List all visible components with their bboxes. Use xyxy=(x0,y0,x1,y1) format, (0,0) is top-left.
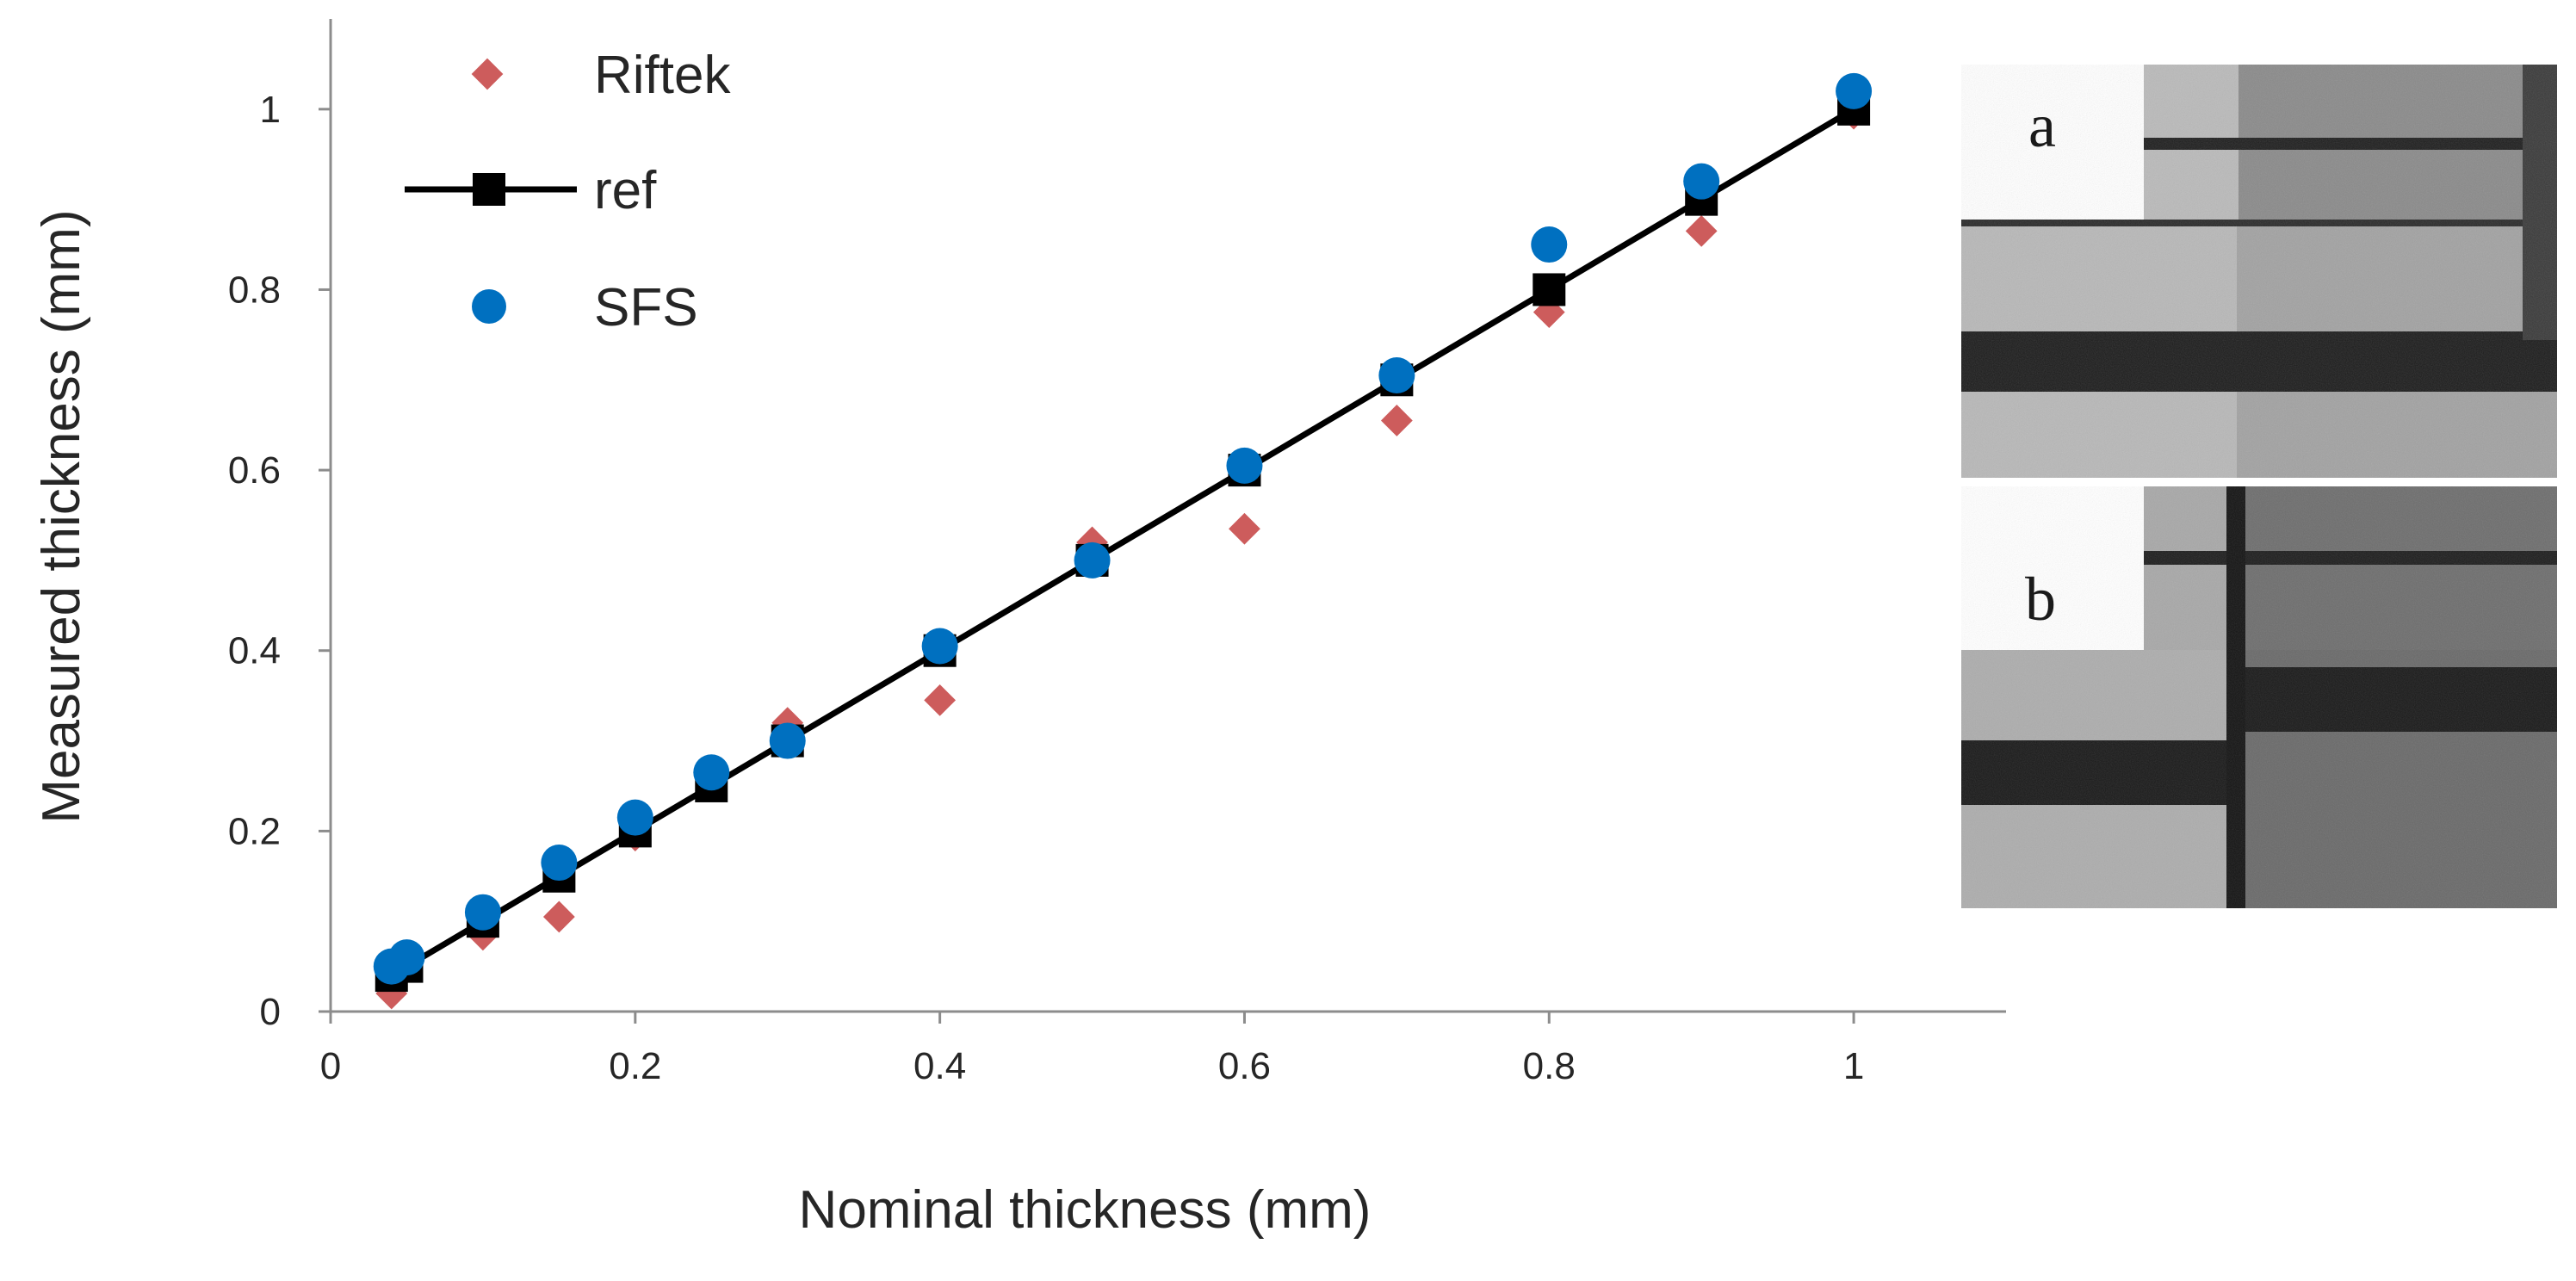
sfs-point xyxy=(693,754,730,791)
riftek-point xyxy=(1380,405,1413,436)
panel-a-label: a xyxy=(2028,91,2056,160)
legend-ref-marker xyxy=(473,173,505,206)
x-tick-label: 1 xyxy=(1843,1045,1864,1087)
sfs-point xyxy=(464,894,501,931)
sfs-point xyxy=(1531,226,1568,263)
sfs-point xyxy=(616,799,653,836)
y-tick-label: 0.4 xyxy=(228,630,281,672)
y-tick-label: 0.6 xyxy=(228,449,281,492)
riftek-point xyxy=(924,684,957,716)
y-ticks: 0 0.2 0.4 0.6 0.8 1 xyxy=(228,89,331,1033)
inset-photo-a: a xyxy=(1961,65,2557,478)
riftek-point xyxy=(542,900,575,933)
sfs-point xyxy=(1683,163,1720,200)
legend-sfs-marker xyxy=(472,289,506,324)
photo-b-texture xyxy=(1961,486,2557,908)
sfs-point xyxy=(1226,447,1263,484)
sfs-point xyxy=(921,628,958,665)
inset-photo-b: b xyxy=(1961,486,2557,908)
y-tick-label: 0 xyxy=(260,991,281,1033)
ref-series-line xyxy=(389,106,1855,979)
legend-entry-sfs: SFS xyxy=(472,278,698,337)
sfs-point xyxy=(769,722,806,759)
x-axis-title: Nominal thickness (mm) xyxy=(799,1180,1372,1240)
legend-riftek-marker xyxy=(471,58,504,90)
sfs-point xyxy=(1074,541,1111,579)
x-tick-label: 0.4 xyxy=(913,1045,966,1087)
x-tick-label: 0.8 xyxy=(1523,1045,1576,1087)
y-axis-title: Measured thickness (mm) xyxy=(32,209,91,823)
legend-sfs-label: SFS xyxy=(594,278,698,337)
riftek-point xyxy=(1685,214,1718,247)
legend-riftek-label: Riftek xyxy=(594,46,731,105)
sfs-point xyxy=(541,845,578,882)
sfs-point xyxy=(388,939,425,976)
x-ticks: 0 0.2 0.4 0.6 0.8 1 xyxy=(320,1012,1864,1087)
y-tick-label: 0.2 xyxy=(228,810,281,852)
legend-entry-ref: ref xyxy=(405,161,657,220)
photo-a-texture xyxy=(1961,65,2557,478)
sfs-point xyxy=(1378,357,1415,394)
legend: Riftek ref SFS xyxy=(405,46,731,337)
x-tick-label: 0.6 xyxy=(1218,1045,1271,1087)
legend-entry-riftek: Riftek xyxy=(471,46,731,105)
ref-point xyxy=(1533,273,1566,306)
riftek-point xyxy=(1229,512,1260,545)
plot-area xyxy=(373,72,1873,1010)
axes: 0 0.2 0.4 0.6 0.8 1 0 0.2 0.4 0.6 0.8 1 xyxy=(228,19,2006,1087)
x-tick-label: 0.2 xyxy=(609,1045,661,1087)
x-tick-label: 0 xyxy=(320,1045,341,1087)
panel-b-label: b xyxy=(2025,565,2056,634)
sfs-point xyxy=(1836,72,1873,109)
y-tick-label: 1 xyxy=(260,89,281,131)
legend-ref-label: ref xyxy=(594,161,657,220)
y-tick-label: 0.8 xyxy=(228,269,281,311)
